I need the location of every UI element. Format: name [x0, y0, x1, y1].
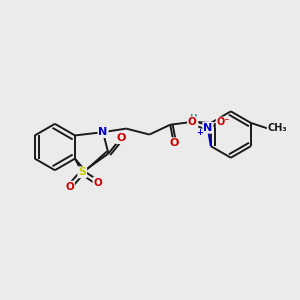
- Text: CH₃: CH₃: [267, 123, 287, 133]
- Text: S: S: [78, 167, 86, 177]
- Text: O: O: [169, 138, 178, 148]
- Text: O: O: [116, 133, 126, 143]
- Text: N: N: [203, 123, 212, 133]
- Text: N: N: [188, 120, 198, 130]
- Text: +: +: [196, 128, 203, 137]
- Text: O: O: [188, 117, 197, 128]
- Text: N: N: [98, 127, 108, 137]
- Text: O: O: [65, 182, 74, 192]
- Text: O: O: [93, 178, 102, 188]
- Text: H: H: [189, 114, 197, 123]
- Text: O⁻: O⁻: [217, 117, 230, 128]
